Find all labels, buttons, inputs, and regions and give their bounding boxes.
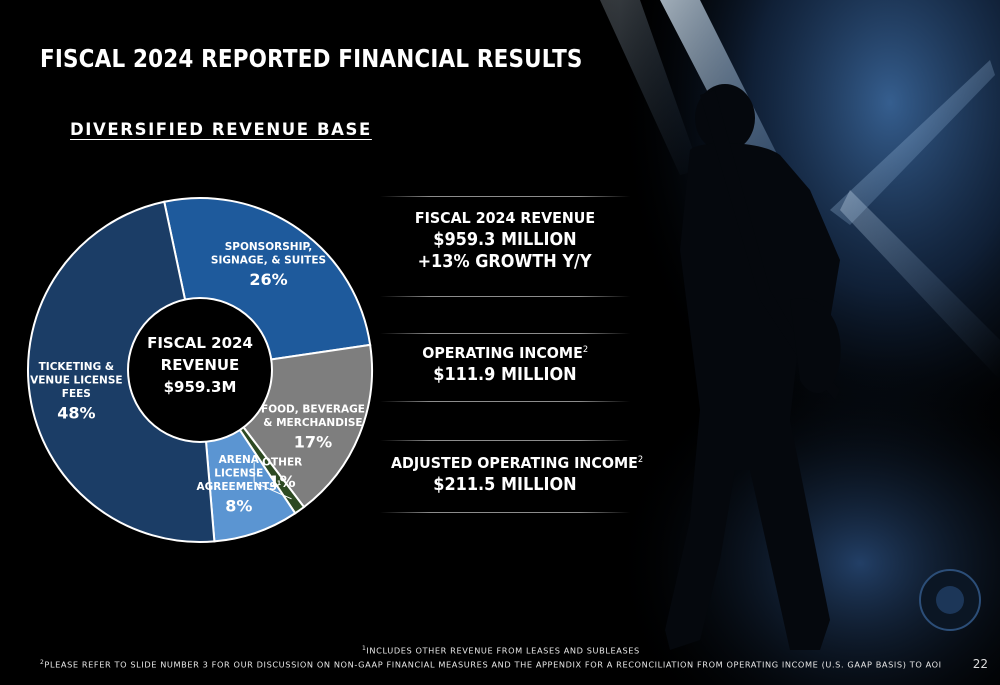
page-title: FISCAL 2024 REPORTED FINANCIAL RESULTS	[40, 44, 583, 73]
divider	[380, 296, 630, 297]
revenue-donut-chart: FISCAL 2024 REVENUE $959.3M SPONSORSHIP,SIG…	[27, 197, 373, 543]
footnote-1: 1INCLUDES OTHER REVENUE FROM LEASES AND …	[362, 645, 640, 656]
slice-percent-label: 48%	[57, 404, 95, 423]
slice-label: TICKETING &	[39, 361, 114, 373]
divider	[380, 333, 630, 334]
metric-operating-income-label: OPERATING INCOME	[422, 344, 583, 362]
slice-label: FEES	[62, 388, 91, 400]
divider	[380, 196, 630, 197]
footnote-ref: 2	[582, 344, 588, 355]
divider	[380, 440, 630, 441]
metric-revenue: FISCAL 2024 REVENUE $959.3 MILLION +13% …	[380, 208, 630, 274]
metric-adjusted-operating-income: ADJUSTED OPERATING INCOME2 $211.5 MILLIO…	[380, 453, 643, 496]
slice-label: SIGNAGE, & SUITES	[211, 254, 326, 266]
slice-label: LICENSE	[214, 468, 263, 480]
slice-label: OTHER	[262, 457, 302, 469]
slice-label: SPONSORSHIP,	[225, 241, 313, 253]
slice-label: FOOD, BEVERAGE	[261, 404, 365, 416]
slice-label: & MERCHANDISE	[263, 417, 362, 429]
footnote-2: 2PLEASE REFER TO SLIDE NUMBER 3 FOR OUR …	[40, 659, 942, 670]
other-callout-line	[253, 462, 292, 500]
donut-center-label: FISCAL 2024	[147, 334, 253, 352]
metric-operating-income: OPERATING INCOME2 $111.9 MILLION	[380, 343, 630, 386]
donut-center	[127, 297, 273, 443]
slice-label: AGREEMENTS1	[197, 480, 282, 493]
metric-revenue-growth: +13% GROWTH Y/Y	[418, 252, 592, 273]
slice-percent-label: 8%	[225, 497, 252, 516]
slice-label: VENUE LICENSE	[30, 375, 122, 387]
slice-percent-label: 1%	[269, 472, 296, 491]
donut-center-label: REVENUE	[161, 356, 240, 374]
divider	[380, 512, 630, 513]
footnote-ref: 2	[637, 454, 644, 465]
metric-revenue-value: $959.3 MILLION	[433, 229, 577, 250]
metric-aoi-label: ADJUSTED OPERATING INCOME	[390, 454, 638, 472]
chart-subtitle: DIVERSIFIED REVENUE BASE	[70, 120, 372, 139]
metric-revenue-label: FISCAL 2024 REVENUE	[414, 209, 596, 227]
donut-slice-4	[27, 200, 216, 543]
slice-percent-label: 26%	[249, 270, 287, 289]
donut-center-label: $959.3M	[164, 378, 237, 396]
slice-percent-label: 17%	[294, 433, 332, 452]
divider	[380, 401, 630, 402]
page-number: 22	[972, 657, 988, 671]
metric-operating-income-value: $111.9 MILLION	[433, 364, 577, 385]
metric-aoi-value: $211.5 MILLION	[433, 474, 577, 495]
slice-label: ARENA	[219, 454, 260, 466]
